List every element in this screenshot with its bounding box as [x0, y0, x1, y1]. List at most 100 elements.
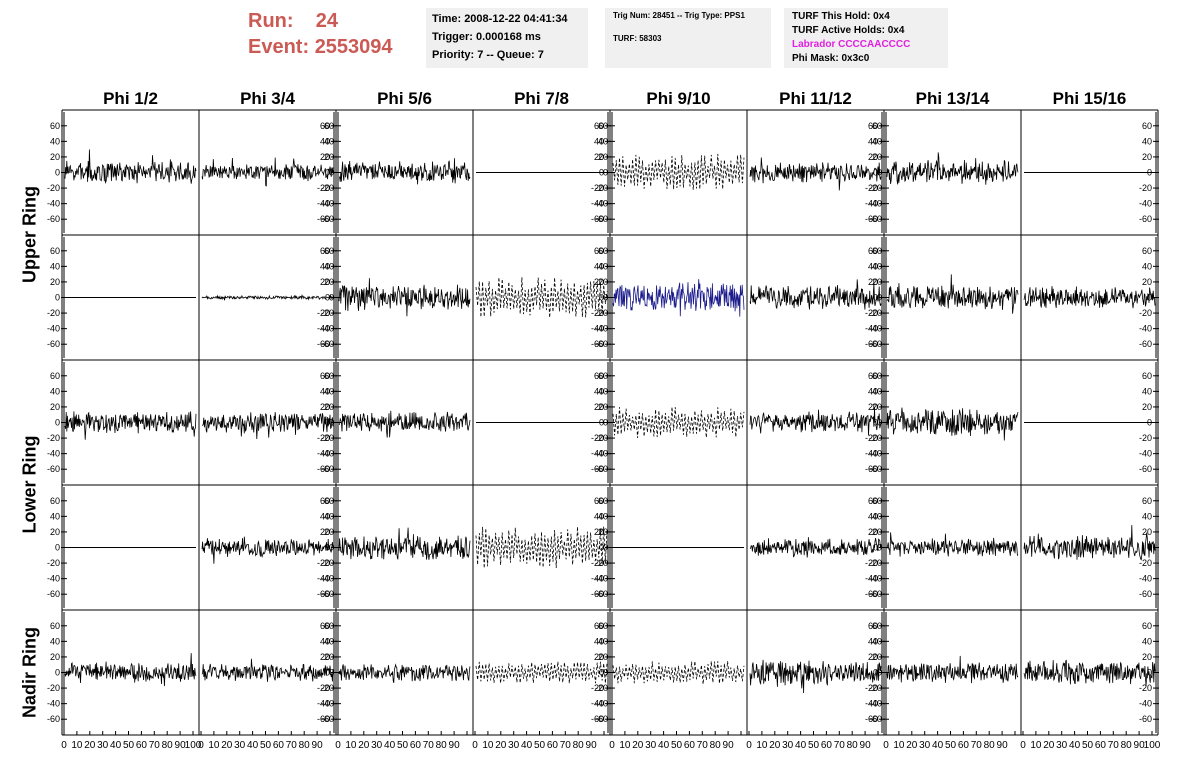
x-tick-label: 90 [1134, 740, 1146, 751]
x-tick-label: 0 [746, 740, 752, 751]
x-tick-label: 90 [723, 740, 735, 751]
y-tick-label: 0 [329, 543, 334, 553]
y-tick-label: 60 [1142, 496, 1152, 506]
y-tick-label: 60 [320, 371, 330, 381]
x-tick-label: 30 [645, 740, 657, 751]
y-tick-label: 20 [324, 152, 334, 162]
y-tick-label: 0 [329, 168, 334, 178]
y-tick-label: 40 [320, 386, 330, 396]
y-tick-label: -40 [47, 324, 60, 334]
y-tick-label: -60 [321, 464, 334, 474]
y-tick-label: 0 [55, 293, 60, 303]
y-tick-label: 40 [598, 511, 608, 521]
y-tick-label: -60 [47, 214, 60, 224]
y-tick-label: -40 [595, 449, 608, 459]
x-tick-label: 60 [821, 740, 833, 751]
waveform-trace [749, 659, 882, 694]
y-tick-label: -60 [317, 714, 330, 724]
y-tick-label: 40 [868, 386, 878, 396]
y-tick-label: -20 [591, 183, 604, 193]
y-tick-label: -20 [595, 308, 608, 318]
x-tick-label: 40 [384, 740, 396, 751]
y-tick-label: 60 [868, 371, 878, 381]
x-tick-label: 10 [893, 740, 905, 751]
y-tick-label: -40 [317, 199, 330, 209]
y-tick-label: 0 [603, 543, 608, 553]
x-tick-label: 60 [410, 740, 422, 751]
x-tick-label: 20 [906, 740, 918, 751]
x-tick-label: 50 [945, 740, 957, 751]
x-tick-label: 0 [61, 740, 67, 751]
x-tick-label: 80 [299, 740, 311, 751]
y-tick-label: 40 [594, 261, 604, 271]
y-tick-label: 40 [1142, 511, 1152, 521]
y-tick-label: 0 [325, 168, 330, 178]
waveform-trace [886, 274, 1019, 314]
y-tick-label: -20 [47, 183, 60, 193]
y-tick-label: 0 [603, 418, 608, 428]
x-tick-label: 90 [860, 740, 872, 751]
x-tick-label: 0 [609, 740, 615, 751]
y-tick-label: 20 [868, 652, 878, 662]
y-tick-label: 60 [324, 621, 334, 631]
y-tick-label: -20 [865, 308, 878, 318]
y-tick-label: 40 [598, 261, 608, 271]
column-header: Phi 9/10 [646, 89, 710, 108]
y-tick-label: 20 [50, 152, 60, 162]
y-tick-label: 40 [598, 136, 608, 146]
y-tick-label: -20 [595, 433, 608, 443]
y-tick-label: 0 [873, 293, 878, 303]
y-tick-label: 60 [598, 621, 608, 631]
waveform-trace [886, 407, 1019, 441]
y-tick-label: -40 [47, 199, 60, 209]
x-tick-label: 60 [273, 740, 285, 751]
y-tick-label: 0 [55, 543, 60, 553]
y-tick-label: 0 [55, 168, 60, 178]
column-header: Phi 13/14 [916, 89, 990, 108]
y-tick-label: 40 [598, 636, 608, 646]
y-tick-label: -20 [865, 183, 878, 193]
waveform-trace [886, 655, 1019, 684]
y-tick-label: -40 [869, 324, 882, 334]
y-tick-label: 0 [599, 668, 604, 678]
y-tick-label: 40 [598, 386, 608, 396]
y-tick-label: 40 [872, 511, 882, 521]
x-tick-label: 50 [808, 740, 820, 751]
waveform-trace [475, 526, 608, 569]
y-tick-label: -60 [47, 589, 60, 599]
phi-mask-text: Phi Mask: 0x3c0 [792, 53, 870, 64]
y-tick-label: 0 [877, 418, 882, 428]
y-tick-label: 40 [594, 136, 604, 146]
y-tick-label: 40 [1142, 261, 1152, 271]
y-tick-label: 40 [320, 136, 330, 146]
y-tick-label: 40 [320, 261, 330, 271]
y-tick-label: 60 [872, 371, 882, 381]
x-tick-label: 10 [619, 740, 631, 751]
y-tick-label: 40 [1142, 386, 1152, 396]
y-tick-label: 40 [324, 636, 334, 646]
priority-text: Priority: 7 -- Queue: 7 [432, 49, 544, 61]
y-tick-label: 60 [320, 621, 330, 631]
x-tick-label: 10 [756, 740, 768, 751]
turf-active-text: TURF Active Holds: 0x4 [792, 25, 905, 36]
waveform-trace [64, 149, 197, 184]
y-tick-label: 60 [1142, 121, 1152, 131]
y-tick-label: 40 [324, 261, 334, 271]
y-tick-label: 20 [598, 527, 608, 537]
y-tick-label: -40 [591, 699, 604, 709]
x-tick-label: 40 [247, 740, 259, 751]
event-line: Event: 2553094 [248, 34, 418, 60]
waveform-trace [201, 658, 334, 682]
turf-info-box: TURF This Hold: 0x4 TURF Active Holds: 0… [784, 8, 948, 68]
x-tick-label: 50 [534, 740, 546, 751]
y-tick-label: -60 [591, 339, 604, 349]
time-info-box: Time: 2008-12-22 04:41:34 Trigger: 0.000… [426, 8, 588, 68]
y-tick-label: 40 [50, 136, 60, 146]
y-tick-label: -20 [865, 433, 878, 443]
y-tick-label: -40 [321, 449, 334, 459]
y-tick-label: 20 [868, 527, 878, 537]
y-tick-label: 20 [324, 277, 334, 287]
y-tick-label: 40 [324, 386, 334, 396]
y-tick-label: -60 [1139, 339, 1152, 349]
